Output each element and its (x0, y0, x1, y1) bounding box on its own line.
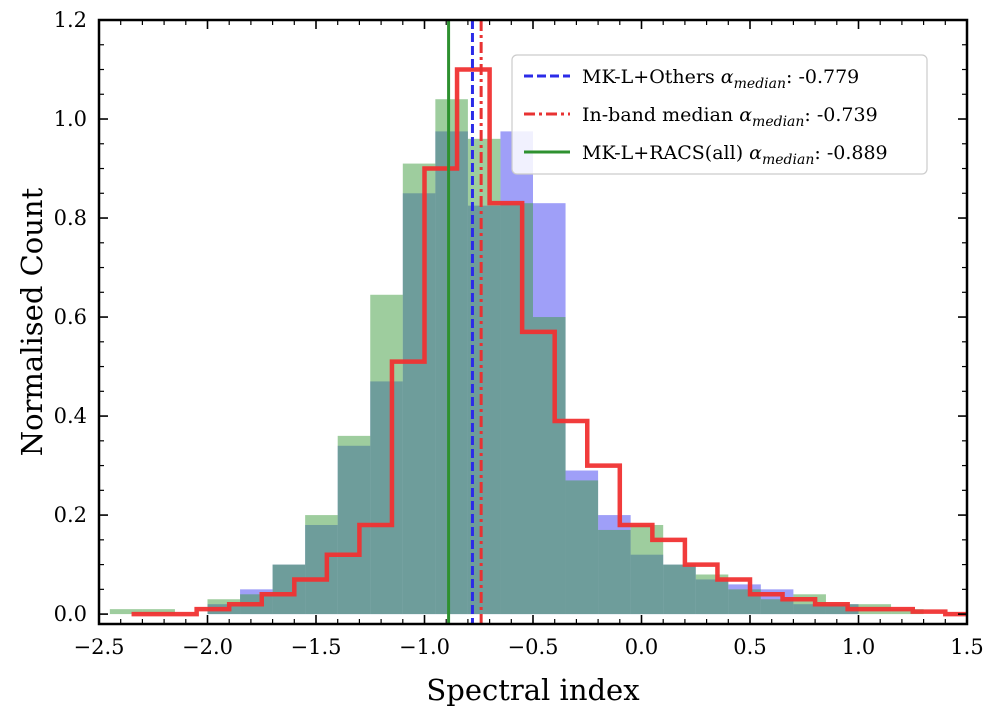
histogram-bars (109, 99, 924, 615)
x-tick-label: 0.5 (733, 635, 766, 659)
bar-mk-l-racs-all--12 (500, 203, 533, 615)
y-tick-label: 1.2 (54, 8, 87, 32)
x-tick-label: −2.0 (182, 635, 233, 659)
bar-mk-l-racs-all--10 (435, 99, 468, 615)
step-line-in-band (131, 67, 967, 617)
x-tick-label: 1.0 (842, 635, 875, 659)
y-tick-label: 0.2 (54, 503, 87, 527)
legend: MK-L+Others αmedian: -0.779 In-band media… (511, 54, 928, 175)
bar-mk-l-racs-all--8 (370, 294, 403, 615)
median-lines (447, 20, 483, 624)
y-tick-label: 0.4 (54, 404, 87, 428)
y-tick-label: 0.8 (54, 206, 87, 230)
y-tick-label: 0.0 (54, 602, 87, 626)
in-band-step-histogram (131, 67, 967, 617)
bar-mk-l-racs-all--22 (825, 604, 859, 615)
bar-mk-l-racs-all--5 (272, 564, 306, 615)
x-tick-label: −2.5 (74, 635, 125, 659)
bar-mk-l-racs-all--24 (891, 609, 924, 615)
bar-mk-l-racs-all--17 (663, 564, 696, 615)
legend-box (511, 54, 928, 175)
bar-mk-l-racs-all--20 (760, 599, 794, 615)
x-tick-label: −1.5 (291, 635, 342, 659)
y-tick-label: 1.0 (54, 107, 87, 131)
legend-entry-0: MK-L+Others αmedian: -0.779 (582, 66, 859, 92)
x-tick-label: −0.5 (508, 635, 559, 659)
bar-mk-l-racs-all--0 (109, 609, 143, 615)
x-tick-label: −1.0 (399, 635, 450, 659)
y-axis-title: Normalised Count (15, 187, 49, 456)
x-axis-title: Spectral index (426, 673, 639, 707)
x-tick-label: 1.5 (950, 635, 983, 659)
legend-entry-2: MK-L+RACS(all) αmedian: -0.889 (582, 142, 888, 168)
x-tick-label: 0.0 (625, 635, 658, 659)
bar-mk-l-racs-all--6 (305, 515, 338, 615)
bar-mk-l-racs-all--13 (533, 317, 566, 615)
bar-mk-l-racs-all--9 (402, 163, 436, 615)
bar-mk-l-racs-all--1 (142, 609, 175, 615)
bar-mk-l-racs-all--15 (598, 529, 631, 615)
bar-mk-l-racs-all--3 (207, 599, 241, 615)
legend-entry-1: In-band median αmedian: -0.739 (582, 104, 878, 130)
y-tick-label: 0.6 (54, 305, 87, 329)
axes: −2.5 −2.0 −1.5 −1.0 −0.5 0.0 0.5 1.0 1.5 0.0 0.2 0.… (54, 8, 984, 659)
bar-mk-l-racs-all--14 (565, 480, 599, 615)
